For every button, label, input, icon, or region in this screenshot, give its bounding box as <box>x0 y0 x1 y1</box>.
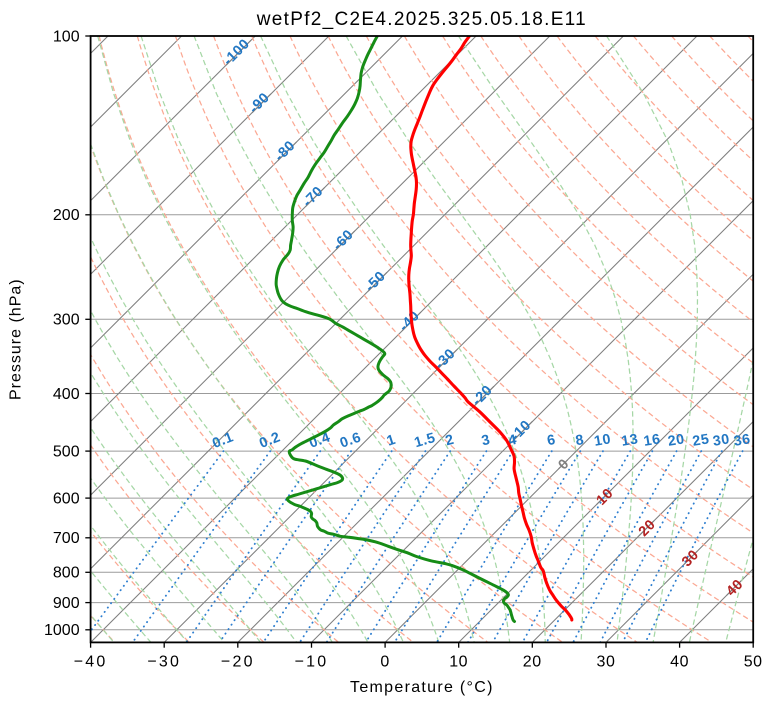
svg-text:16: 16 <box>642 431 661 449</box>
svg-text:800: 800 <box>53 565 80 582</box>
svg-text:0.6: 0.6 <box>338 430 363 452</box>
svg-text:−30: −30 <box>147 653 181 670</box>
svg-text:2: 2 <box>444 432 456 450</box>
svg-text:0.1: 0.1 <box>210 429 236 452</box>
svg-text:1.5: 1.5 <box>413 430 438 451</box>
svg-text:wetPf2_C2E4.2025.325.05.18.E11: wetPf2_C2E4.2025.325.05.18.E11 <box>256 9 587 30</box>
svg-text:−20: −20 <box>221 653 255 670</box>
svg-text:8: 8 <box>574 432 585 449</box>
svg-text:700: 700 <box>53 530 80 547</box>
svg-text:3: 3 <box>480 432 492 449</box>
svg-text:25: 25 <box>691 431 710 449</box>
svg-text:10: 10 <box>449 653 468 670</box>
svg-text:36: 36 <box>733 431 752 449</box>
svg-text:Pressure (hPa): Pressure (hPa) <box>8 278 25 400</box>
svg-text:Temperature (°C): Temperature (°C) <box>350 679 494 696</box>
svg-text:50: 50 <box>744 653 763 670</box>
svg-text:1000: 1000 <box>44 622 80 639</box>
svg-text:10: 10 <box>593 431 612 449</box>
svg-text:900: 900 <box>53 595 80 612</box>
svg-text:200: 200 <box>53 207 80 224</box>
svg-text:13: 13 <box>620 431 639 449</box>
svg-text:40: 40 <box>670 653 689 670</box>
svg-text:0.2: 0.2 <box>257 429 283 452</box>
svg-text:4: 4 <box>507 432 518 449</box>
svg-text:500: 500 <box>53 444 80 461</box>
svg-text:100: 100 <box>53 28 80 45</box>
svg-text:600: 600 <box>53 491 80 508</box>
svg-text:30: 30 <box>712 431 731 449</box>
svg-text:−10: −10 <box>295 653 329 670</box>
svg-text:300: 300 <box>53 312 80 329</box>
svg-text:30: 30 <box>597 653 616 670</box>
svg-text:0: 0 <box>380 653 390 670</box>
svg-text:0.4: 0.4 <box>307 429 333 451</box>
svg-text:−40: −40 <box>74 653 108 670</box>
svg-text:400: 400 <box>53 386 80 403</box>
svg-text:6: 6 <box>546 432 557 449</box>
svg-text:20: 20 <box>523 653 542 670</box>
svg-text:20: 20 <box>667 431 686 449</box>
